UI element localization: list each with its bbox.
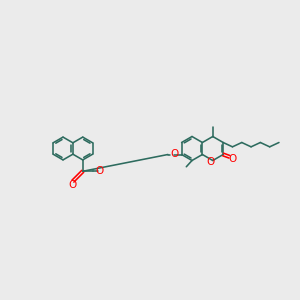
Text: O: O — [95, 166, 104, 176]
Text: O: O — [207, 157, 215, 167]
Text: O: O — [171, 149, 179, 159]
Text: O: O — [228, 154, 237, 164]
Text: O: O — [69, 180, 77, 190]
